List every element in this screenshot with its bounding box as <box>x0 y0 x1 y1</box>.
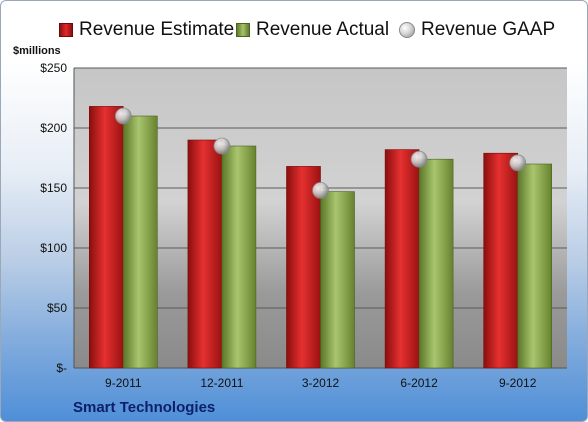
bar-revenue-actual <box>221 145 257 369</box>
x-axis-ticks: 9-2011 12-2011 3-2012 6-2012 9-2012 <box>105 376 537 390</box>
legend: Revenue Estimate Revenue Actual Revenue … <box>1 17 587 43</box>
bar-revenue-estimate <box>187 139 223 369</box>
legend-item-estimate: Revenue Estimate <box>59 17 234 43</box>
x-tick-label: 6-2012 <box>400 376 438 390</box>
bar-revenue-estimate <box>384 149 420 369</box>
y-tick-label: $150 <box>40 181 67 195</box>
legend-label-actual: Revenue Actual <box>256 19 390 40</box>
gaap-markers <box>114 107 527 199</box>
bar-revenue-actual <box>517 163 553 369</box>
x-tick-label: 12-2011 <box>200 376 243 390</box>
marker-revenue-gaap <box>410 150 428 168</box>
bar-revenue-actual <box>320 191 355 369</box>
y-axis-unit-label: $millions <box>13 45 61 57</box>
legend-swatch-actual <box>236 23 250 37</box>
company-name: Smart Technologies <box>73 399 216 416</box>
x-tick-label: 9-2011 <box>105 376 142 390</box>
legend-item-actual: Revenue Actual <box>236 17 389 43</box>
legend-item-gaap: Revenue GAAP <box>399 17 555 43</box>
legend-label-gaap: Revenue GAAP <box>421 19 556 40</box>
marker-revenue-gaap <box>213 137 231 155</box>
bar-revenue-actual <box>123 115 158 369</box>
y-tick-label: $100 <box>40 241 67 255</box>
legend-swatch-estimate <box>59 23 73 37</box>
y-tick-label: $200 <box>40 121 67 135</box>
marker-revenue-gaap <box>312 181 329 199</box>
x-tick-label: 3-2012 <box>302 376 340 390</box>
legend-label-estimate: Revenue Estimate <box>79 19 235 40</box>
x-tick-label: 9-2012 <box>499 376 537 390</box>
marker-revenue-gaap <box>509 154 527 172</box>
bar-revenue-estimate <box>286 166 321 369</box>
y-tick-label: $50 <box>47 301 67 315</box>
legend-marker-gaap <box>399 22 415 38</box>
marker-revenue-gaap <box>114 107 132 125</box>
y-tick-label: $- <box>56 361 67 375</box>
bar-revenue-actual <box>418 158 454 369</box>
bar-revenue-estimate <box>483 152 519 369</box>
y-axis-ticks: $- $50 $100 $150 $200 $250 <box>40 61 67 375</box>
bar-revenue-estimate <box>89 106 124 369</box>
bars <box>89 106 553 369</box>
y-tick-label: $250 <box>40 61 67 75</box>
